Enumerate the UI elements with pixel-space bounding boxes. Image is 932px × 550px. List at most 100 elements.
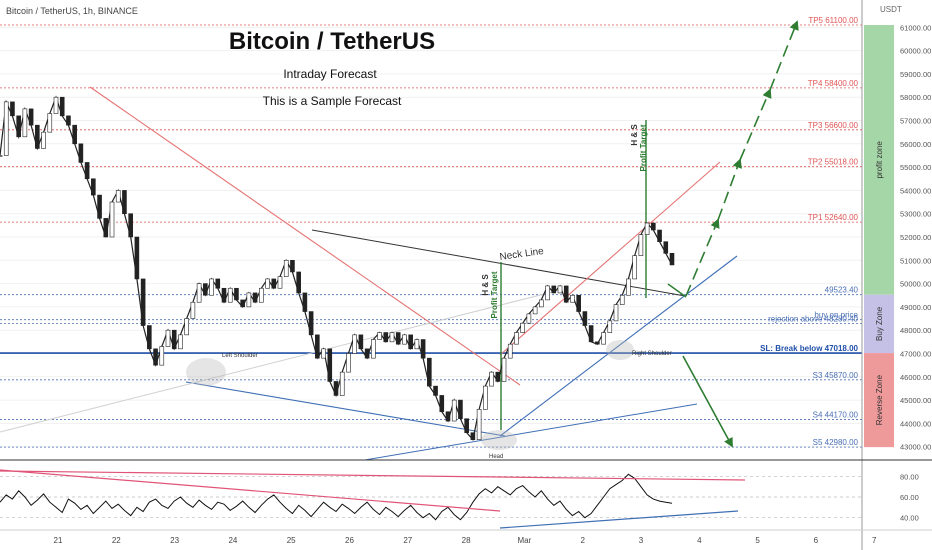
neck-line <box>311 229 686 297</box>
zone-band-2 <box>864 353 894 448</box>
chart-subtitle: Intraday Forecast <box>283 67 377 81</box>
left-shoulder-label: Left Shoulder <box>222 353 258 359</box>
price-candle <box>526 313 532 324</box>
price-candle <box>259 287 264 303</box>
rsi-tick-label-2: 80.00 <box>900 472 919 481</box>
hs-target-2-label: H & S <box>630 124 639 146</box>
price-candle <box>346 353 351 373</box>
price-candle <box>3 101 9 156</box>
price-candle <box>445 411 451 422</box>
chart-note: This is a Sample Forecast <box>263 94 402 108</box>
price-candle <box>66 115 71 126</box>
uptrend-line <box>499 255 738 437</box>
price-candle <box>470 432 476 440</box>
price-tick-label-6: 49000.00 <box>900 303 931 312</box>
zone-band-1 <box>864 294 894 354</box>
rsi-line <box>0 473 673 521</box>
price-tick-label-2: 45000.00 <box>900 396 931 405</box>
price-candle <box>327 348 333 382</box>
price-candle <box>271 278 277 289</box>
price-candle <box>277 276 283 289</box>
price-candle <box>41 131 46 149</box>
price-candle <box>476 409 482 440</box>
price-tick-label-4: 47000.00 <box>900 349 931 358</box>
forecast-arrow-up-1 <box>717 158 742 221</box>
price-candle <box>644 222 650 235</box>
price-candle <box>122 190 127 215</box>
time-tick-label-3: 24 <box>228 536 237 545</box>
price-candle <box>352 334 357 354</box>
price-candle <box>53 96 59 114</box>
hs-target-1-sublabel: Profit Target <box>490 271 499 318</box>
price-candle <box>215 278 221 289</box>
price-candle <box>78 143 84 163</box>
price-candle <box>178 334 183 350</box>
time-tick-label-10: 3 <box>639 536 644 545</box>
price-candle <box>103 218 109 238</box>
price-candle <box>184 318 189 336</box>
price-candle <box>72 124 77 145</box>
level-label-1: TP4 58400.00 <box>808 79 859 88</box>
price-candle <box>383 332 389 343</box>
zone-band-0 <box>864 24 894 295</box>
level-label-5: 49523.40 <box>825 286 859 295</box>
price-candle <box>651 222 656 231</box>
time-tick-label-0: 21 <box>54 536 63 545</box>
hs-target-2-sublabel: Profit Target <box>639 124 648 171</box>
downtrend-line <box>89 86 521 386</box>
price-candle <box>283 259 289 277</box>
price-candle <box>557 285 563 294</box>
price-candle <box>632 255 637 280</box>
price-candle <box>501 357 507 382</box>
price-candle <box>420 339 426 359</box>
price-candle <box>532 306 538 315</box>
rsi-resistance-line <box>0 470 746 481</box>
price-candle <box>663 241 669 254</box>
price-candle <box>371 339 376 359</box>
zone-label-0: profit zone <box>875 141 884 179</box>
price-candle <box>539 299 544 308</box>
level-label-9: S3 45870.00 <box>813 371 859 380</box>
price-candle <box>595 341 600 345</box>
price-candle <box>364 348 370 359</box>
price-candle <box>414 339 420 350</box>
time-tick-label-5: 26 <box>345 536 354 545</box>
forecast-arrow-start <box>667 283 687 298</box>
price-candle <box>377 332 382 340</box>
time-tick-label-1: 22 <box>112 536 121 545</box>
zone-label-2: Reverse Zone <box>875 374 884 425</box>
zone-label-1: Buy Zone <box>875 306 884 341</box>
price-tick-label-13: 56000.00 <box>900 140 931 149</box>
level-label-11: S5 42980.00 <box>813 438 859 447</box>
price-candle <box>408 334 413 350</box>
price-candle <box>234 287 239 301</box>
price-candle <box>570 294 575 303</box>
price-candle <box>308 311 314 336</box>
price-candle <box>115 190 121 203</box>
price-candle <box>358 334 364 350</box>
long-trend-line <box>0 289 561 433</box>
time-tick-label-8: Mar <box>518 536 532 545</box>
shoulder-head-marker-1 <box>606 340 634 360</box>
rsi-tick-label-0: 40.00 <box>900 514 919 523</box>
price-candle <box>59 96 65 117</box>
price-candle <box>196 283 202 303</box>
price-candle <box>28 108 34 126</box>
price-candle <box>147 325 152 350</box>
time-tick-label-14: 7 <box>872 536 877 545</box>
price-candle <box>439 395 445 413</box>
price-candle <box>483 385 488 410</box>
price-candle <box>165 329 171 347</box>
price-tick-label-14: 57000.00 <box>900 117 931 126</box>
price-candle <box>321 348 326 359</box>
level-label-6: buy on price <box>814 311 858 320</box>
price-candle <box>545 285 550 301</box>
price-tick-label-7: 50000.00 <box>900 280 931 289</box>
price-candle <box>109 201 115 238</box>
price-candle <box>507 343 513 359</box>
price-candle <box>333 381 339 396</box>
forecast-arrow-up-3 <box>769 20 799 91</box>
price-candle <box>252 292 258 303</box>
upper-channel-line <box>499 161 721 356</box>
